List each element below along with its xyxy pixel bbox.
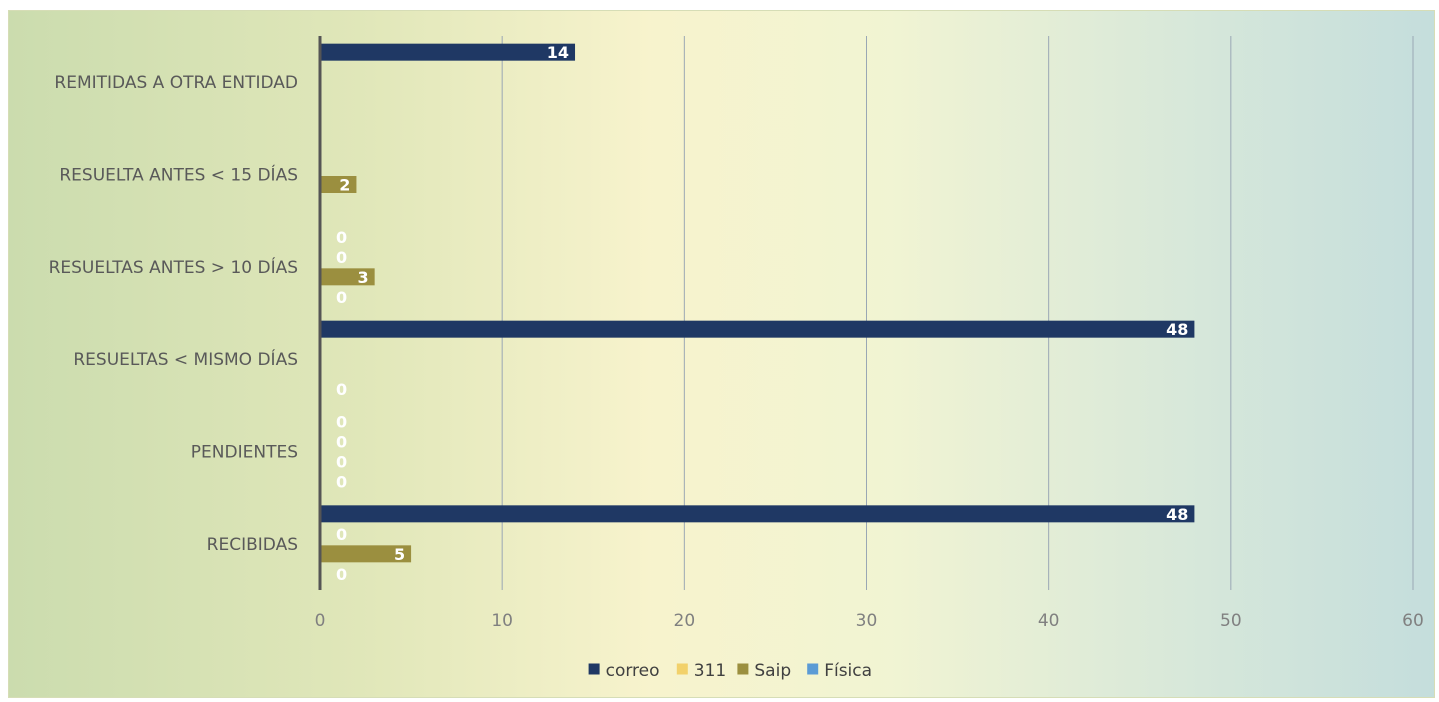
- data-label-Saip-4: 0: [336, 453, 347, 472]
- x-tick-label-30: 30: [856, 611, 878, 631]
- data-label-Saip-1: 2: [339, 176, 350, 195]
- data-label-Física-4: 0: [336, 473, 347, 492]
- legend-label-311: 311: [694, 661, 726, 681]
- x-tick-labels: 0 10 20 30 40 50 60: [315, 611, 1424, 631]
- bar-correo-5: [320, 505, 1195, 523]
- data-label-correo-0: 14: [547, 43, 569, 62]
- data-label-311-2: 0: [336, 248, 347, 267]
- bar-correo-3: [320, 320, 1195, 338]
- data-label-correo-2: 0: [336, 228, 347, 247]
- category-label-2: RESUELTAS ANTES > 10 DÍAS: [49, 256, 298, 278]
- chart-background: [8, 10, 1435, 698]
- category-label-5: RECIBIDAS: [207, 535, 298, 555]
- data-label-311-5: 0: [336, 525, 347, 544]
- category-label-3: RESUELTAS < MISMO DÍAS: [73, 348, 298, 370]
- x-tick-label-10: 10: [491, 611, 513, 631]
- data-label-correo-3: 48: [1166, 320, 1188, 339]
- bar-Saip-1: [320, 176, 357, 193]
- x-tick-label-0: 0: [315, 611, 326, 631]
- data-label-Saip-5: 5: [394, 545, 405, 564]
- legend-label-Saip: Saip: [754, 661, 791, 681]
- legend-label-Física: Física: [824, 661, 872, 681]
- legend-swatch-correo: [588, 663, 600, 675]
- legend: correo 311 Saip Física: [588, 661, 872, 681]
- legend-label-correo: correo: [606, 661, 660, 681]
- category-label-4: PENDIENTES: [191, 443, 298, 463]
- data-label-Física-2: 0: [336, 288, 347, 307]
- data-label-Saip-2: 3: [358, 268, 369, 287]
- x-tick-label-50: 50: [1220, 611, 1242, 631]
- bar-Saip-2: [320, 268, 375, 286]
- legend-swatch-Saip: [737, 663, 749, 675]
- bar-Saip-5: [320, 545, 412, 563]
- data-label-Física-5: 0: [336, 565, 347, 584]
- category-labels: REMITIDAS A OTRA ENTIDAD RESUELTA ANTES <…: [49, 73, 298, 555]
- legend-swatch-Física: [807, 663, 819, 675]
- legend-swatch-311: [676, 663, 688, 675]
- x-tick-label-40: 40: [1038, 611, 1060, 631]
- category-label-0: REMITIDAS A OTRA ENTIDAD: [54, 73, 298, 93]
- data-label-correo-4: 0: [336, 413, 347, 432]
- x-tick-label-20: 20: [674, 611, 696, 631]
- data-label-311-4: 0: [336, 433, 347, 452]
- data-label-Física-3: 0: [336, 380, 347, 399]
- data-label-correo-5: 48: [1166, 505, 1188, 524]
- bar-correo-0: [320, 43, 576, 61]
- gridlines: [501, 36, 1414, 590]
- bars: [320, 43, 1195, 563]
- x-tick-label-60: 60: [1402, 611, 1424, 631]
- category-label-1: RESUELTA ANTES < 15 DÍAS: [59, 164, 298, 186]
